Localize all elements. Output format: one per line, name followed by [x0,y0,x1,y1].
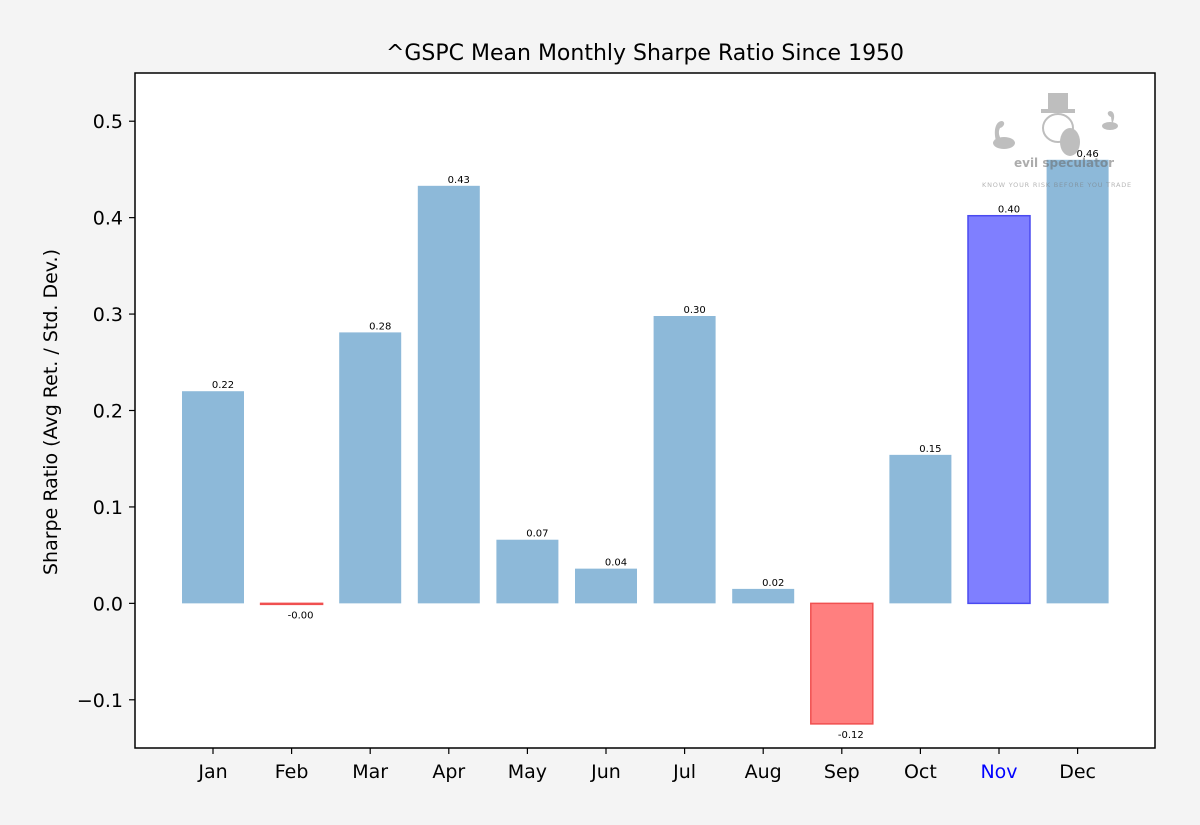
bar-jul [653,316,716,604]
x-tick-label-nov: Nov [980,761,1017,783]
bar-series [182,159,1109,725]
data-label-aug: 0.02 [762,578,784,589]
top-hat-figure-icon [1041,93,1080,156]
x-tick-label-jun: Jun [590,761,621,783]
data-labels: 0.22 -0.00 0.28 0.43 0.07 0.04 0.30 0.02 -0.12 0.… [212,149,1099,741]
x-tick-label-dec: Dec [1059,761,1096,783]
data-label-apr: 0.43 [448,175,470,186]
y-tick-label: 0.0 [93,593,123,615]
x-tick-label-oct: Oct [904,761,937,783]
y-axis-label: Sharpe Ratio (Avg Ret. / Std. Dev.) [40,249,62,575]
plot-frame [134,72,1156,749]
bar-oct [889,454,952,604]
x-tick-label-apr: Apr [432,761,465,783]
data-label-jan: 0.22 [212,380,234,391]
x-tick-label-aug: Aug [745,761,782,783]
y-tick-label: 0.5 [93,111,123,133]
x-tick-label-mar: Mar [352,761,388,783]
bar-dec [1046,159,1109,604]
bar-apr [417,185,480,604]
data-label-sep: -0.12 [838,730,864,741]
bar-nov [967,214,1031,605]
watermark-logo: evil speculator KNOW YOUR RISK BEFORE YO… [982,93,1132,189]
bar-may [496,539,559,604]
x-tick-label-jan: Jan [197,761,227,783]
data-label-dec: 0.46 [1076,149,1098,160]
y-axis-ticks: −0.1 0.0 0.1 0.2 0.3 0.4 0.5 [77,111,135,712]
x-axis-ticks: Jan Feb Mar Apr May Jun Jul Aug Sep Oct Nov Dec [197,748,1096,783]
data-label-jun: 0.04 [605,558,627,569]
swan-right-icon [1102,111,1118,130]
bar-aug [732,588,795,604]
bar-jan [182,391,244,604]
x-tick-label-jul: Jul [672,761,696,783]
bar-feb [259,602,324,606]
data-label-may: 0.07 [526,529,548,540]
bar-jun [575,568,637,604]
x-tick-label-may: May [508,761,547,783]
bar-sep [810,602,874,725]
swan-left-icon [993,121,1015,149]
bar-mar [339,332,402,604]
data-label-feb: -0.00 [288,610,314,621]
y-tick-label: 0.1 [93,497,123,519]
watermark-tagline: KNOW YOUR RISK BEFORE YOU TRADE [982,181,1132,189]
data-label-nov: 0.40 [998,205,1020,216]
data-label-mar: 0.28 [369,321,391,332]
y-tick-label: 0.3 [93,304,123,326]
data-label-oct: 0.15 [919,444,941,455]
y-tick-label: 0.4 [93,208,123,230]
x-tick-label-sep: Sep [824,761,860,783]
watermark-brand: evil speculator [1014,156,1114,170]
data-label-jul: 0.30 [683,305,705,316]
chart-title: ^GSPC Mean Monthly Sharpe Ratio Since 19… [386,41,904,66]
y-tick-label: 0.2 [93,401,123,423]
y-tick-label: −0.1 [77,690,123,712]
x-tick-label-feb: Feb [275,761,309,783]
